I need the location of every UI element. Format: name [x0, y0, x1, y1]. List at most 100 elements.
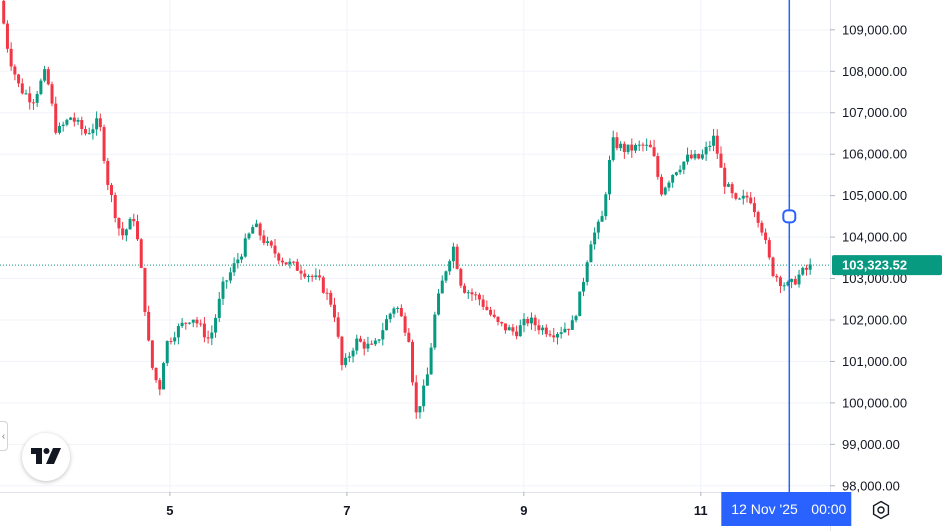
candle-down [548, 334, 552, 336]
candle-down [544, 327, 548, 335]
candle-down [150, 340, 154, 368]
candle-down [277, 253, 281, 261]
candle-up [344, 357, 348, 366]
candle-up [529, 317, 533, 324]
candle-up [686, 154, 690, 162]
price-tick-label: 101,000.00 [842, 354, 907, 369]
chart-grid [0, 0, 830, 492]
candle-up [165, 341, 169, 364]
candle-up [236, 259, 240, 264]
candle-down [407, 332, 411, 342]
candle-down [455, 246, 459, 269]
candle-down [760, 222, 764, 233]
time-axis[interactable]: 5 7 9 11 [0, 492, 830, 518]
candle-down [169, 341, 173, 343]
candle-down [567, 328, 571, 330]
candle-down [719, 153, 723, 168]
time-tick-label: 9 [520, 503, 527, 518]
candle-down [660, 176, 664, 195]
candle-up [700, 154, 704, 159]
candle-up [176, 326, 180, 338]
candle-down [362, 341, 366, 349]
candle-up [385, 319, 389, 331]
candle-up [210, 332, 214, 339]
candle-up [585, 262, 589, 282]
candle-down [295, 261, 299, 271]
candle-down [511, 327, 515, 332]
candle-down [358, 338, 362, 342]
candle-up [704, 146, 708, 155]
candle-down [756, 212, 760, 223]
candle-up [693, 153, 697, 159]
candle-down [83, 129, 87, 134]
candle-down [648, 144, 652, 148]
price-tick-label: 98,000.00 [842, 478, 900, 493]
candle-up [593, 232, 597, 245]
candle-up [738, 198, 742, 200]
candle-up [422, 385, 426, 407]
candle-up [607, 159, 611, 195]
candle-down [154, 367, 158, 381]
candle-down [552, 335, 556, 338]
collapse-left-handle[interactable]: ‹ [0, 421, 8, 451]
candle-down [280, 260, 284, 263]
candle-down [321, 277, 325, 293]
chart-settings-icon[interactable] [868, 497, 894, 523]
candle-down [98, 118, 102, 128]
candle-down [139, 239, 143, 268]
candle-down [329, 292, 333, 305]
candle-down [767, 240, 771, 258]
candle-down [31, 102, 35, 104]
candle-up [288, 261, 292, 265]
candle-down [370, 343, 374, 345]
candle-up [381, 330, 385, 340]
candle-down [158, 380, 162, 390]
candle-down [745, 195, 749, 198]
candle-down [411, 341, 415, 383]
candle-up [440, 280, 444, 294]
candle-up [626, 144, 630, 152]
candle-down [46, 69, 50, 85]
candle-up [228, 272, 232, 281]
candle-down [697, 153, 701, 159]
candle-down [195, 319, 199, 324]
candle-down [630, 144, 634, 151]
crosshair[interactable] [782, 0, 797, 492]
candle-up [266, 241, 270, 244]
candle-down [503, 323, 507, 331]
tradingview-logo-icon[interactable] [22, 433, 70, 481]
price-tick-label: 109,000.00 [842, 22, 907, 37]
candle-down [332, 304, 336, 318]
last-price-label: 103,323.52 [842, 258, 907, 273]
candle-up [671, 174, 675, 183]
candle-down [20, 83, 24, 94]
candle-up [366, 343, 370, 349]
candle-down [143, 267, 147, 312]
candle-down [775, 275, 779, 278]
candle-up [574, 316, 578, 321]
candle-up [797, 274, 801, 285]
candle-down [730, 184, 734, 194]
candle-up [76, 119, 80, 122]
candle-up [808, 264, 812, 270]
crosshair-drag-handle[interactable] [782, 209, 797, 224]
candle-down [147, 311, 151, 341]
candle-up [741, 195, 745, 199]
candle-down [793, 279, 797, 285]
candle-up [124, 229, 128, 236]
candle-down [485, 306, 489, 310]
candle-down [749, 197, 753, 204]
candle-down [117, 217, 121, 229]
candle-up [180, 322, 184, 327]
candle-up [373, 340, 377, 345]
candle-up [392, 308, 396, 314]
candle-up [596, 221, 600, 233]
candle-up [437, 293, 441, 315]
candle-down [17, 74, 21, 84]
candle-down [318, 275, 322, 278]
candle-down [752, 203, 756, 213]
candle-down [28, 93, 32, 103]
candle-up [388, 313, 392, 320]
candle-up [563, 328, 567, 333]
